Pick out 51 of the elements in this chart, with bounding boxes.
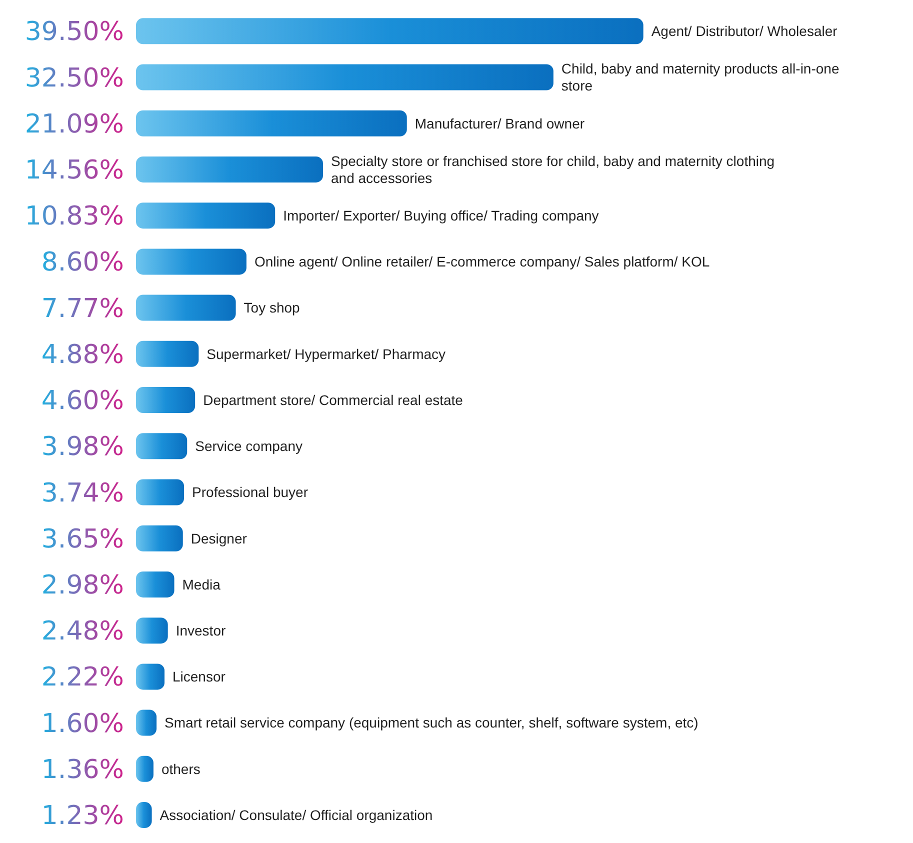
data-label: 3.74%: [41, 478, 124, 508]
bar: [136, 479, 184, 506]
y-tick-label: Professional buyer: [192, 484, 308, 500]
data-label: 1.60%: [41, 708, 124, 739]
data-label: 3.65%: [41, 524, 124, 554]
data-label: 14.56%: [24, 155, 124, 186]
y-tick-label: Media: [182, 576, 221, 592]
bar: [136, 110, 407, 136]
bar: [136, 64, 554, 90]
bar: [136, 340, 199, 367]
y-tick-label: Designer: [190, 530, 248, 546]
bar: [136, 248, 246, 275]
data-label: 7.77%: [41, 294, 124, 324]
data-label: 4.60%: [41, 386, 124, 416]
bar: [136, 433, 188, 460]
data-label: 2.98%: [41, 570, 124, 600]
y-tick-label: Online agent/ Online retailer/ E-commerce company/ Sales platform/ KOL: [254, 254, 710, 270]
bar: [136, 387, 196, 414]
data-label: 2.22%: [41, 662, 124, 693]
y-tick-label: Smart retail service company (equipment such as counter, shelf, software system, etc): [164, 714, 698, 731]
y-tick-label: Specialty store or franchised store for child, baby and maternity clothing and accessories: [331, 152, 775, 186]
data-label: 2.48%: [41, 616, 124, 647]
data-label: 1.36%: [41, 754, 124, 785]
y-tick-label: Importer/ Exporter/ Buying office/ Trading company: [283, 207, 599, 224]
data-label: 21.09%: [24, 109, 124, 140]
bar: [136, 202, 276, 229]
bar: [136, 525, 183, 552]
y-tick-label: Association/ Consulate/ Official organization: [160, 806, 433, 823]
y-tick-label: Licensor: [172, 668, 226, 685]
data-label: 4.88%: [41, 340, 124, 370]
y-tick-label: Manufacturer/ Brand owner: [414, 115, 585, 132]
data-label: 8.60%: [41, 248, 124, 278]
bar: [136, 156, 324, 182]
bar: [136, 18, 644, 44]
y-tick-label: Child, baby and maternity products all-in-one store: [561, 60, 840, 94]
y-tick-label: Agent/ Distributor/ Wholesaler: [651, 23, 838, 40]
data-label: 10.83%: [24, 202, 124, 232]
y-tick-label: Toy shop: [244, 300, 300, 316]
y-tick-label: Department store/ Commercial real estate: [203, 392, 464, 408]
bar: [136, 571, 174, 598]
data-label: 32.50%: [24, 63, 124, 94]
y-tick-label: Investor: [176, 622, 226, 638]
bar: [136, 294, 236, 321]
y-tick-label: Service company: [195, 438, 303, 454]
data-label: 1.23%: [41, 801, 124, 832]
y-tick-label: Supermarket/ Hypermarket/ Pharmacy: [206, 346, 446, 362]
data-label: 3.98%: [41, 432, 124, 462]
bar: [136, 618, 168, 644]
bar: [136, 664, 165, 690]
data-label: 39.50%: [24, 17, 124, 48]
y-tick-label: others: [161, 760, 200, 777]
